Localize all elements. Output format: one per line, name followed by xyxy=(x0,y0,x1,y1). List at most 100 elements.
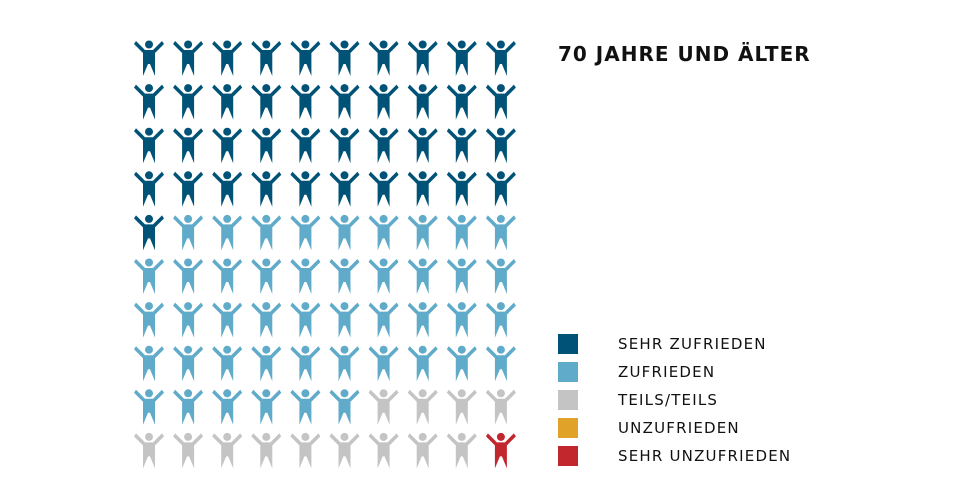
person-icon-zufrieden xyxy=(446,214,477,251)
person-icon-sehr-zufrieden xyxy=(251,171,282,207)
chart-title: 70 JAHRE UND ÄLTER xyxy=(558,42,811,66)
person-icon-sehr-zufrieden xyxy=(485,84,516,120)
person-icon-teils-teils xyxy=(407,432,438,469)
person-icon-sehr-zufrieden xyxy=(212,127,243,164)
person-icon-zufrieden xyxy=(212,302,243,338)
person-icon-sehr-zufrieden xyxy=(290,84,321,120)
person-icon-zufrieden xyxy=(290,345,321,382)
person-icon-sehr-zufrieden xyxy=(290,171,321,207)
person-icon-sehr-zufrieden xyxy=(446,40,477,76)
legend-label-sehr-zufrieden: SEHR ZUFRIEDEN xyxy=(618,335,767,353)
person-icon-teils-teils xyxy=(290,432,321,469)
person-icon-sehr-zufrieden xyxy=(173,84,204,120)
person-icon-sehr-zufrieden xyxy=(368,171,399,207)
person-icon-zufrieden xyxy=(134,258,164,294)
person-icon-zufrieden xyxy=(329,345,360,382)
person-icon-zufrieden xyxy=(173,302,204,338)
person-icon-sehr-zufrieden xyxy=(134,84,164,120)
person-icon-zufrieden xyxy=(368,214,399,251)
person-icon-zufrieden xyxy=(407,258,438,294)
person-icon-zufrieden xyxy=(329,302,360,338)
person-icon-zufrieden xyxy=(290,389,321,425)
person-icon-sehr-zufrieden xyxy=(290,40,321,76)
person-icon-zufrieden xyxy=(251,302,282,338)
person-icon-zufrieden xyxy=(290,302,321,338)
person-icon-sehr-zufrieden xyxy=(368,127,399,164)
person-icon-teils-teils xyxy=(212,432,243,469)
person-icon-sehr-zufrieden xyxy=(212,84,243,120)
person-icon-zufrieden xyxy=(407,302,438,338)
person-icon-teils-teils xyxy=(446,389,477,425)
person-icon-sehr-zufrieden xyxy=(329,84,360,120)
legend-swatch-sehr-unzufrieden xyxy=(558,446,578,466)
person-icon-zufrieden xyxy=(485,302,516,338)
person-icon-sehr-zufrieden xyxy=(173,127,204,164)
person-icon-sehr-zufrieden xyxy=(446,127,477,164)
person-icon-teils-teils xyxy=(173,432,204,469)
person-icon-zufrieden xyxy=(251,214,282,251)
person-icon-sehr-zufrieden xyxy=(290,127,321,164)
person-icon-zufrieden xyxy=(212,389,243,425)
person-icon-sehr-unzufrieden xyxy=(485,432,516,469)
person-icon-sehr-zufrieden xyxy=(173,171,204,207)
person-icon-teils-teils xyxy=(407,389,438,425)
person-icon-sehr-zufrieden xyxy=(173,40,204,76)
person-icon-sehr-zufrieden xyxy=(368,84,399,120)
person-icon-zufrieden xyxy=(290,258,321,294)
person-icon-sehr-zufrieden xyxy=(134,40,164,76)
person-icon-sehr-zufrieden xyxy=(485,40,516,76)
person-icon-zufrieden xyxy=(251,345,282,382)
person-icon-sehr-zufrieden xyxy=(407,127,438,164)
legend-label-zufrieden: ZUFRIEDEN xyxy=(618,363,716,381)
person-icon-teils-teils xyxy=(329,432,360,469)
person-icon-zufrieden xyxy=(212,345,243,382)
person-icon-zufrieden xyxy=(173,258,204,294)
person-icon-teils-teils xyxy=(485,389,516,425)
person-icon-zufrieden xyxy=(368,302,399,338)
person-icon-zufrieden xyxy=(407,345,438,382)
person-icon-zufrieden xyxy=(134,345,164,382)
person-icon-sehr-zufrieden xyxy=(329,171,360,207)
person-icon-zufrieden xyxy=(485,258,516,294)
person-icon-zufrieden xyxy=(407,214,438,251)
person-icon-zufrieden xyxy=(173,389,204,425)
person-icon-teils-teils xyxy=(368,432,399,469)
person-icon-sehr-zufrieden xyxy=(407,171,438,207)
legend-swatch-unzufrieden xyxy=(558,418,578,438)
person-icon-sehr-zufrieden xyxy=(251,40,282,76)
person-icon-zufrieden xyxy=(173,345,204,382)
person-icon-zufrieden xyxy=(290,214,321,251)
person-icon-zufrieden xyxy=(173,214,204,251)
legend-label-teils-teils: TEILS/TEILS xyxy=(618,391,719,409)
person-icon-zufrieden xyxy=(446,258,477,294)
person-icon-zufrieden xyxy=(212,258,243,294)
legend-swatch-teils-teils xyxy=(558,390,578,410)
person-icon-zufrieden xyxy=(368,345,399,382)
person-icon-sehr-zufrieden xyxy=(329,127,360,164)
person-icon-zufrieden xyxy=(485,345,516,382)
person-icon-teils-teils xyxy=(134,432,164,469)
person-icon-zufrieden xyxy=(329,389,360,425)
person-icon-zufrieden xyxy=(368,258,399,294)
person-icon-sehr-zufrieden xyxy=(212,171,243,207)
person-icon-sehr-zufrieden xyxy=(485,127,516,164)
person-icon-sehr-zufrieden xyxy=(407,84,438,120)
person-icon-teils-teils xyxy=(368,389,399,425)
person-icon-zufrieden xyxy=(446,345,477,382)
person-icon-sehr-zufrieden xyxy=(251,127,282,164)
person-icon-zufrieden xyxy=(134,302,164,338)
person-icon-zufrieden xyxy=(251,389,282,425)
person-icon-zufrieden xyxy=(134,389,164,425)
person-icon-zufrieden xyxy=(485,214,516,251)
person-icon-sehr-zufrieden xyxy=(212,40,243,76)
person-icon-sehr-zufrieden xyxy=(485,171,516,207)
person-icon-sehr-zufrieden xyxy=(251,84,282,120)
person-icon-zufrieden xyxy=(251,258,282,294)
legend-swatch-zufrieden xyxy=(558,362,578,382)
person-icon-zufrieden xyxy=(446,302,477,338)
person-icon-sehr-zufrieden xyxy=(329,40,360,76)
person-icon-sehr-zufrieden xyxy=(407,40,438,76)
person-icon-sehr-zufrieden xyxy=(134,214,164,251)
person-icon-sehr-zufrieden xyxy=(446,171,477,207)
